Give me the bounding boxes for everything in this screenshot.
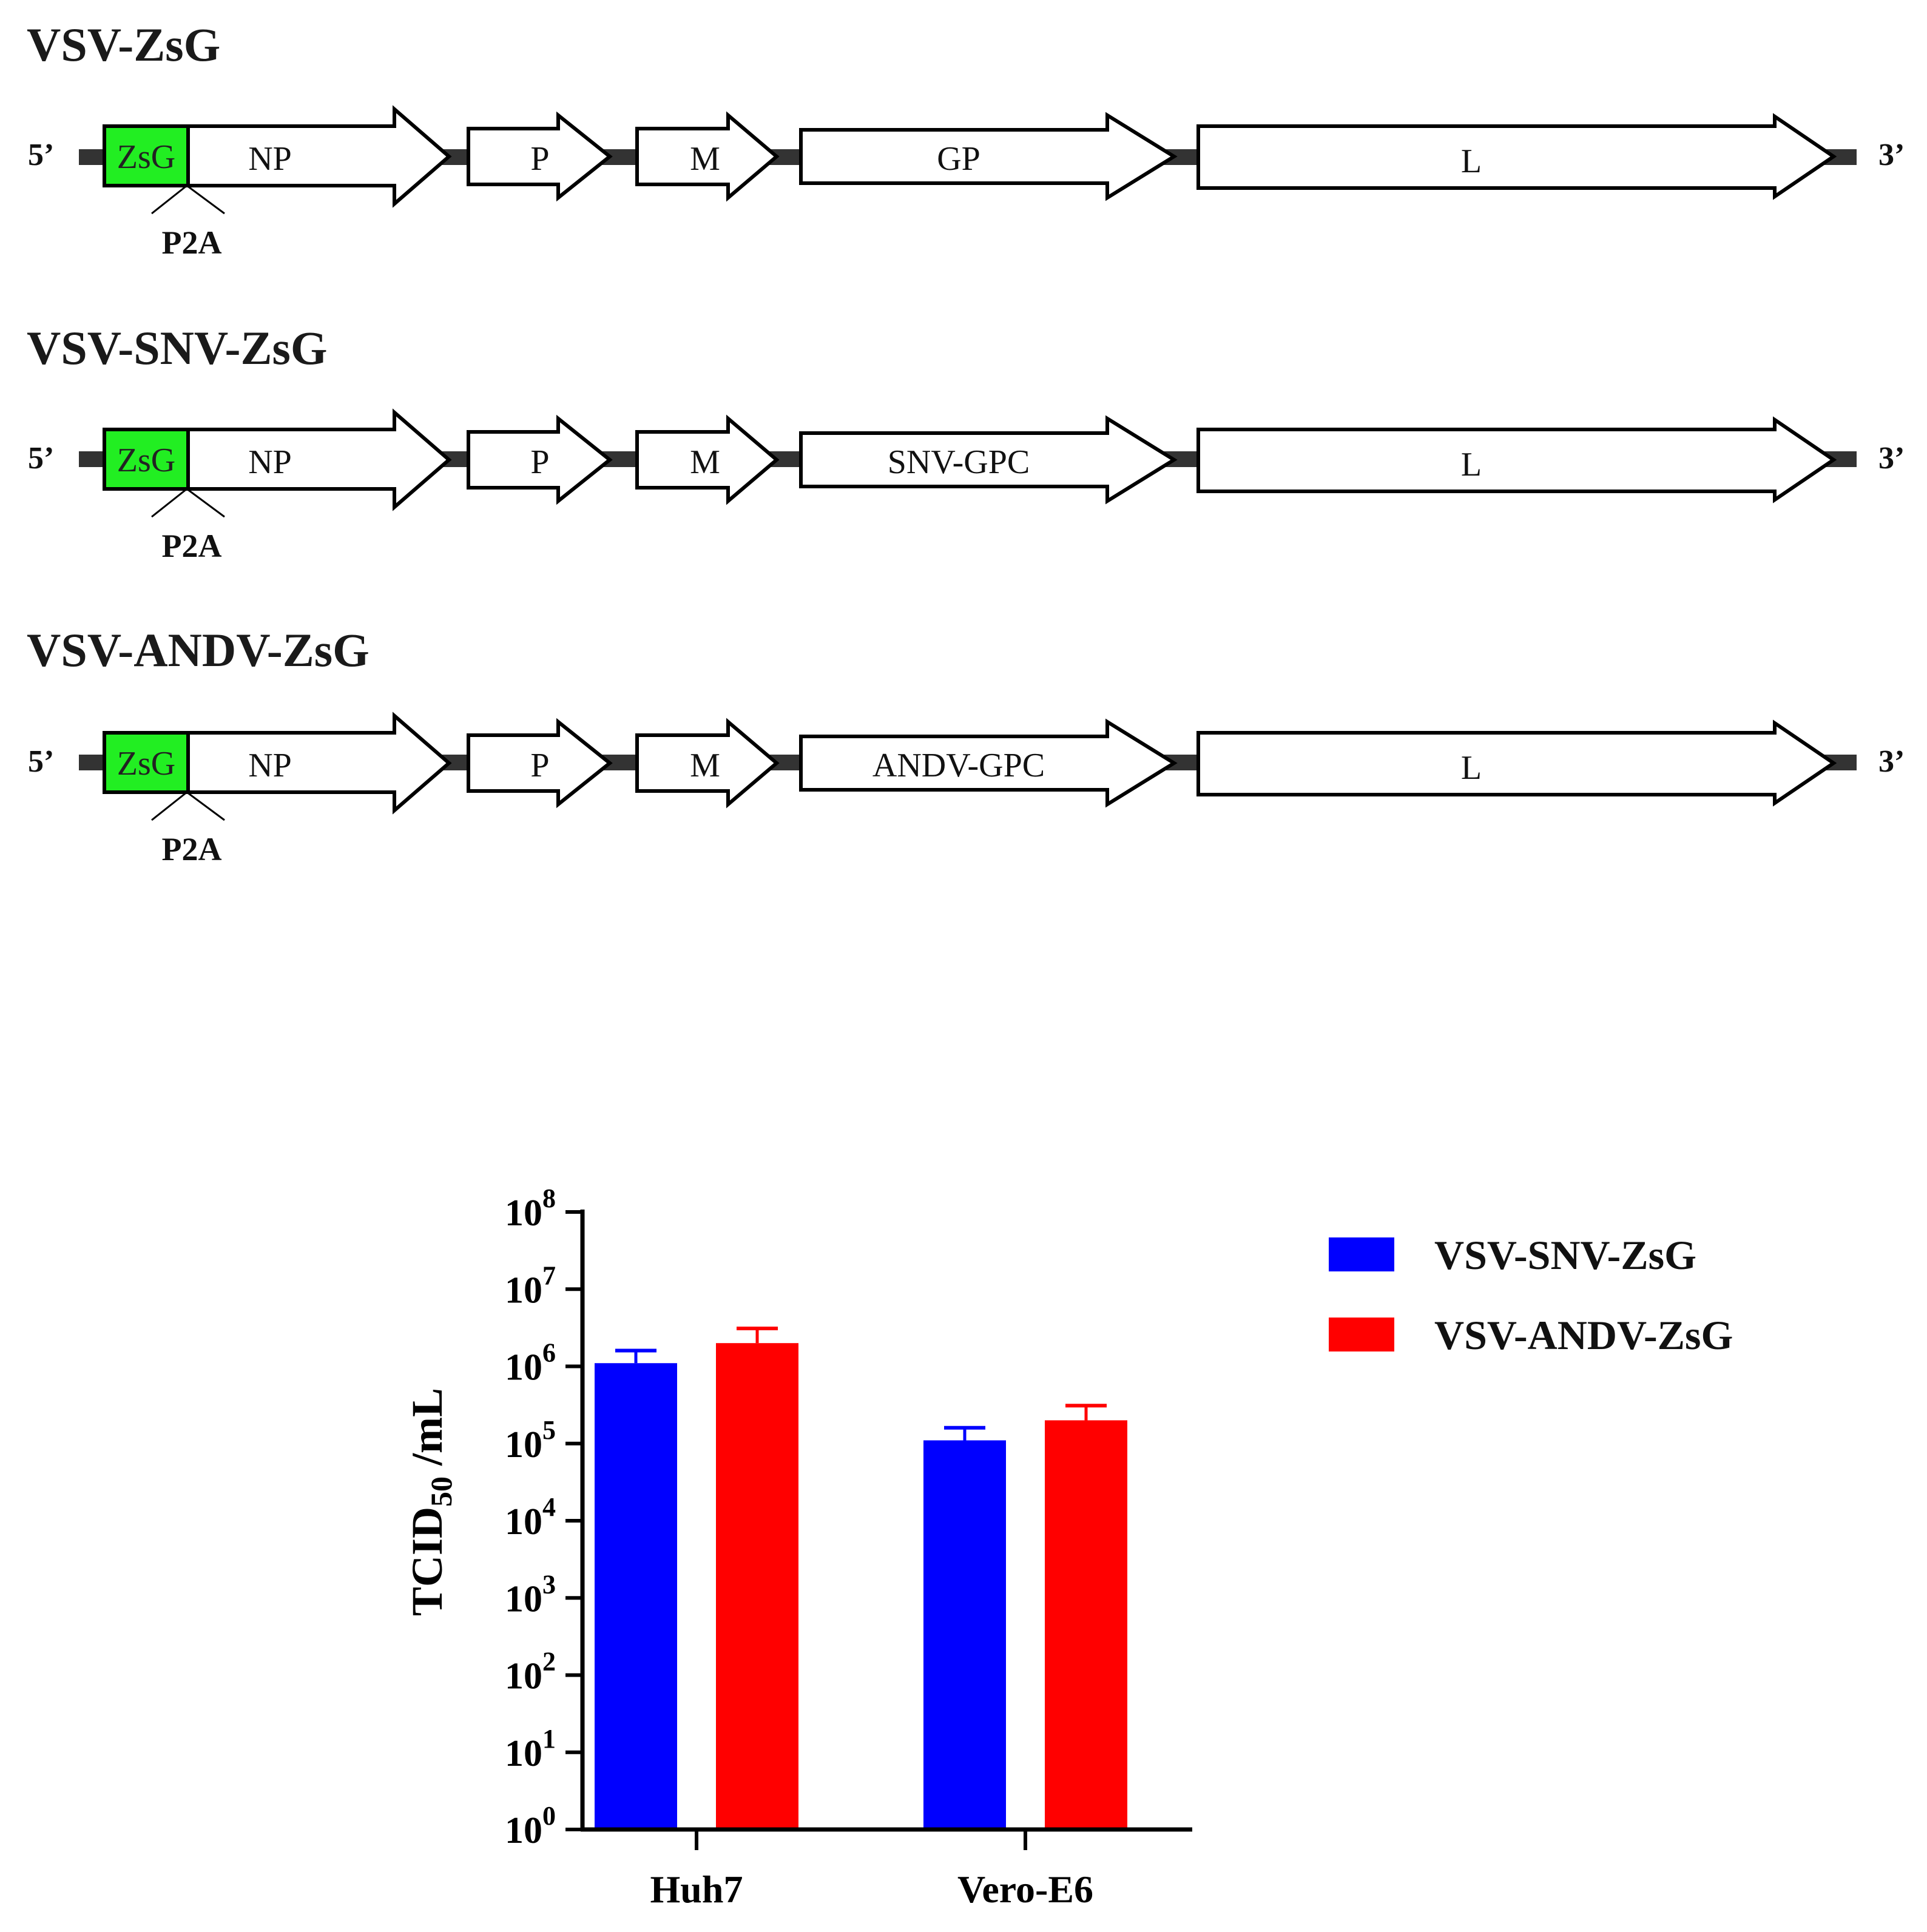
gene-arrow-np — [186, 408, 452, 511]
y-axis-label-subscript: 50 — [424, 1476, 458, 1507]
y-tick-label: 102 — [505, 1647, 556, 1697]
legend-swatch — [1329, 1237, 1394, 1271]
construct-vsv-snv-zsg: VSV-SNV-ZsG 5’ ZsG NP P M SNV-GPC L 3’ P… — [27, 321, 1905, 564]
gene-arrow-p — [467, 111, 613, 202]
gene-arrow-p — [467, 414, 613, 505]
gene-arrow-snv-gpc — [799, 415, 1178, 505]
x-category-label: Huh7 — [650, 1868, 743, 1911]
construct-title: VSV-SNV-ZsG — [27, 321, 328, 374]
construct-vsv-zsg: VSV-ZsG 5’ ZsG NP P M GP L 3’ P2A — [27, 18, 1905, 261]
five-prime-label: 5’ — [28, 441, 54, 476]
y-tick-label: 108 — [505, 1183, 556, 1234]
gene-label-p: P — [530, 443, 549, 481]
gene-arrow-m — [635, 414, 780, 505]
gene-label-snv-gpc: SNV-GPC — [888, 443, 1030, 481]
gene-arrow-l — [1196, 719, 1837, 807]
construct-vsv-andv-zsg: VSV-ANDV-ZsG 5’ ZsG NP P M ANDV-GPC L 3’… — [27, 624, 1905, 867]
chart-error-bars — [615, 1326, 1107, 1441]
bar-vsv-andv-zsg-vero-e6 — [1045, 1420, 1127, 1829]
zsg-reporter-box — [103, 124, 190, 187]
titer-bar-chart: TCID50 /mL 100 101 102 103 104 105 106 107 108 H… — [403, 1183, 1733, 1911]
gene-label-np: NP — [248, 140, 292, 178]
gene-arrow-gp — [799, 112, 1178, 201]
gene-arrow-m — [635, 718, 780, 809]
p2a-bracket — [151, 184, 225, 215]
gene-label-np: NP — [248, 443, 292, 481]
chart-bars — [595, 1343, 1127, 1829]
y-tick-label: 106 — [505, 1338, 556, 1388]
y-axis-label-main: TCID — [403, 1507, 451, 1616]
y-tick-label: 107 — [505, 1261, 556, 1311]
gene-arrow-andv-gpc — [799, 718, 1178, 808]
y-tick-label: 103 — [505, 1569, 556, 1620]
chart-y-ticks: 100 101 102 103 104 105 106 107 108 — [505, 1183, 582, 1851]
construct-title: VSV-ANDV-ZsG — [27, 624, 370, 676]
gene-arrow-l — [1196, 416, 1837, 503]
y-tick-label: 100 — [505, 1801, 556, 1851]
x-category-label: Vero-E6 — [957, 1868, 1093, 1911]
gene-label-andv-gpc: ANDV-GPC — [872, 747, 1045, 784]
p2a-label: P2A — [162, 831, 222, 867]
three-prime-label: 3’ — [1878, 138, 1905, 172]
p2a-label: P2A — [162, 224, 222, 261]
gene-label-m: M — [690, 140, 720, 178]
zsg-label: ZsG — [117, 745, 175, 783]
gene-label-m: M — [690, 443, 720, 481]
gene-arrow-p — [467, 718, 613, 809]
legend-entry: VSV-SNV-ZsG — [1434, 1232, 1696, 1278]
gene-label-l: L — [1461, 446, 1482, 483]
zsg-label: ZsG — [117, 138, 175, 176]
gene-label-np: NP — [248, 747, 292, 784]
three-prime-label: 3’ — [1878, 744, 1905, 779]
y-tick-label: 105 — [505, 1415, 556, 1466]
y-axis-label: TCID50 /mL — [403, 1388, 458, 1616]
three-prime-label: 3’ — [1878, 441, 1905, 476]
gene-arrow-np — [186, 105, 452, 208]
bar-vsv-snv-zsg-huh7 — [595, 1363, 677, 1829]
legend-swatch — [1329, 1318, 1394, 1351]
gene-label-p: P — [530, 140, 549, 178]
chart-x-categories: Huh7 Vero-E6 — [650, 1829, 1093, 1911]
gene-label-l: L — [1461, 749, 1482, 787]
p2a-bracket — [151, 791, 225, 821]
construct-title: VSV-ZsG — [27, 18, 220, 71]
bar-vsv-andv-zsg-huh7 — [716, 1343, 798, 1829]
five-prime-label: 5’ — [28, 138, 54, 172]
zsg-label: ZsG — [117, 442, 175, 479]
y-tick-label: 104 — [505, 1492, 556, 1543]
gene-arrow-m — [635, 111, 780, 202]
chart-legend: VSV-SNV-ZsG VSV-ANDV-ZsG — [1329, 1232, 1733, 1358]
gene-label-m: M — [690, 747, 720, 784]
y-tick-label: 101 — [505, 1724, 556, 1774]
gene-label-l: L — [1461, 143, 1482, 180]
five-prime-label: 5’ — [28, 744, 54, 779]
p2a-label: P2A — [162, 528, 222, 564]
bar-vsv-snv-zsg-vero-e6 — [923, 1440, 1006, 1829]
gene-label-gp: GP — [937, 140, 980, 178]
gene-arrow-np — [186, 712, 452, 815]
y-axis-label-unit: /mL — [403, 1388, 451, 1476]
gene-label-p: P — [530, 747, 549, 784]
zsg-reporter-box — [103, 428, 190, 491]
gene-arrow-l — [1196, 113, 1837, 200]
p2a-bracket — [151, 488, 225, 518]
legend-entry: VSV-ANDV-ZsG — [1434, 1312, 1733, 1358]
zsg-reporter-box — [103, 731, 190, 794]
